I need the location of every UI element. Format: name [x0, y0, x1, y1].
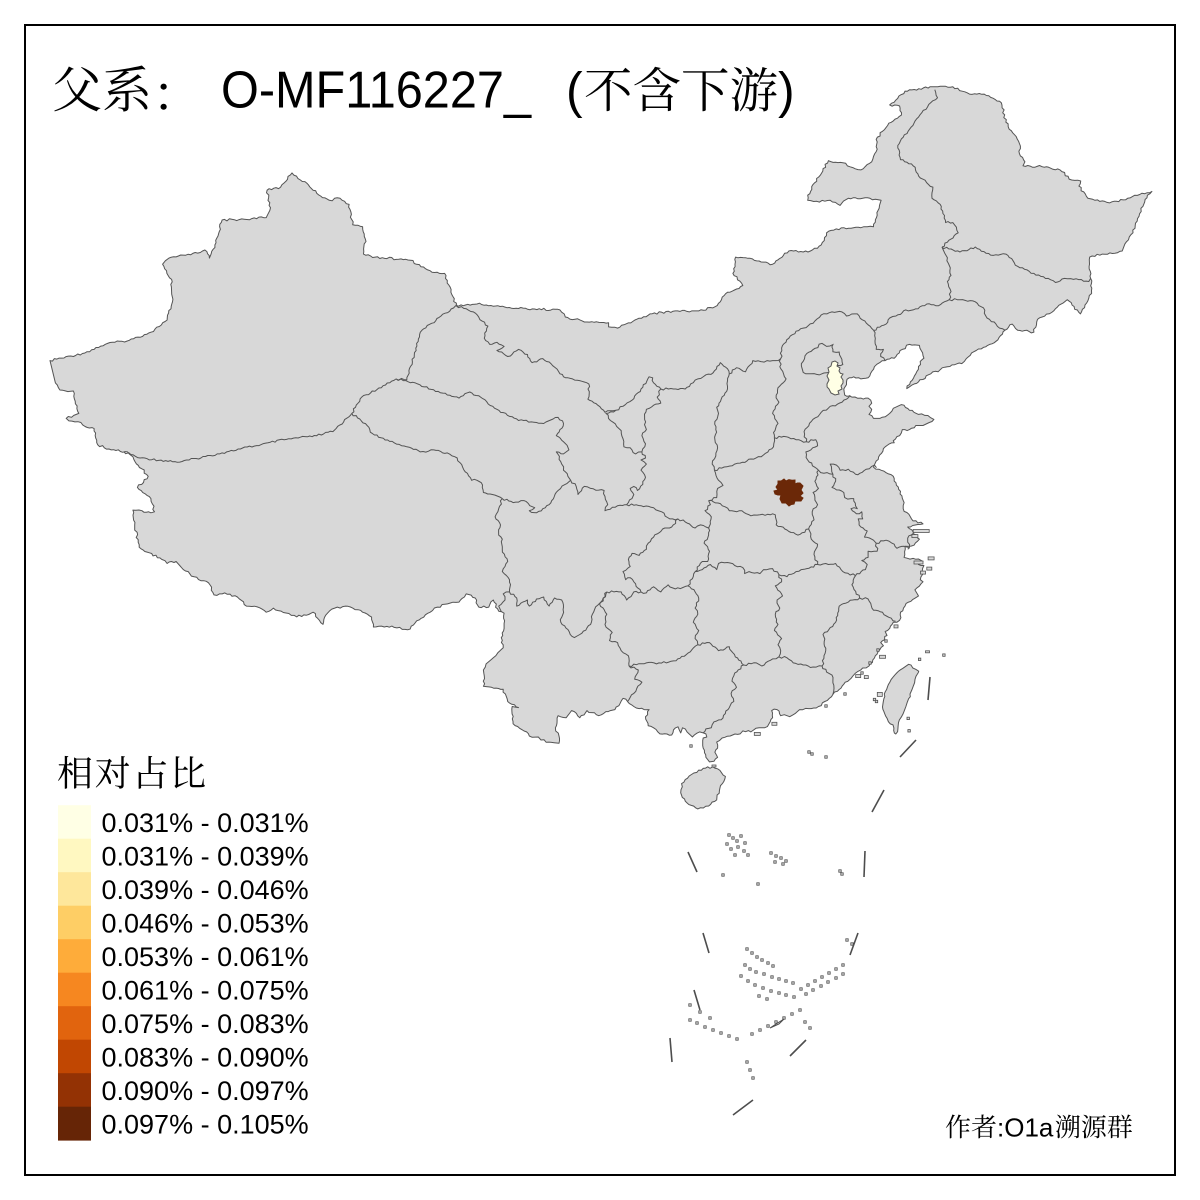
svg-text:0.031% - 0.031%: 0.031% - 0.031% [102, 808, 309, 838]
svg-text:0.090% - 0.097%: 0.090% - 0.097% [102, 1076, 309, 1106]
svg-text:O-MF116227_: O-MF116227_ [221, 62, 532, 120]
svg-text::O1a: :O1a [997, 1112, 1054, 1142]
svg-text:0.075% - 0.083%: 0.075% - 0.083% [102, 1009, 309, 1039]
svg-text:0.083% - 0.090%: 0.083% - 0.090% [102, 1042, 309, 1072]
svg-text:0.046% - 0.053%: 0.046% - 0.053% [102, 908, 309, 938]
svg-text:): ) [778, 63, 795, 119]
svg-text:0.061% - 0.075%: 0.061% - 0.075% [102, 975, 309, 1005]
svg-text:0.031% - 0.039%: 0.031% - 0.039% [102, 841, 309, 871]
svg-text:0.053% - 0.061%: 0.053% - 0.061% [102, 942, 309, 972]
svg-text:(: ( [566, 63, 583, 119]
svg-text:0.039% - 0.046%: 0.039% - 0.046% [102, 875, 309, 905]
svg-text:0.097% - 0.105%: 0.097% - 0.105% [102, 1109, 309, 1139]
